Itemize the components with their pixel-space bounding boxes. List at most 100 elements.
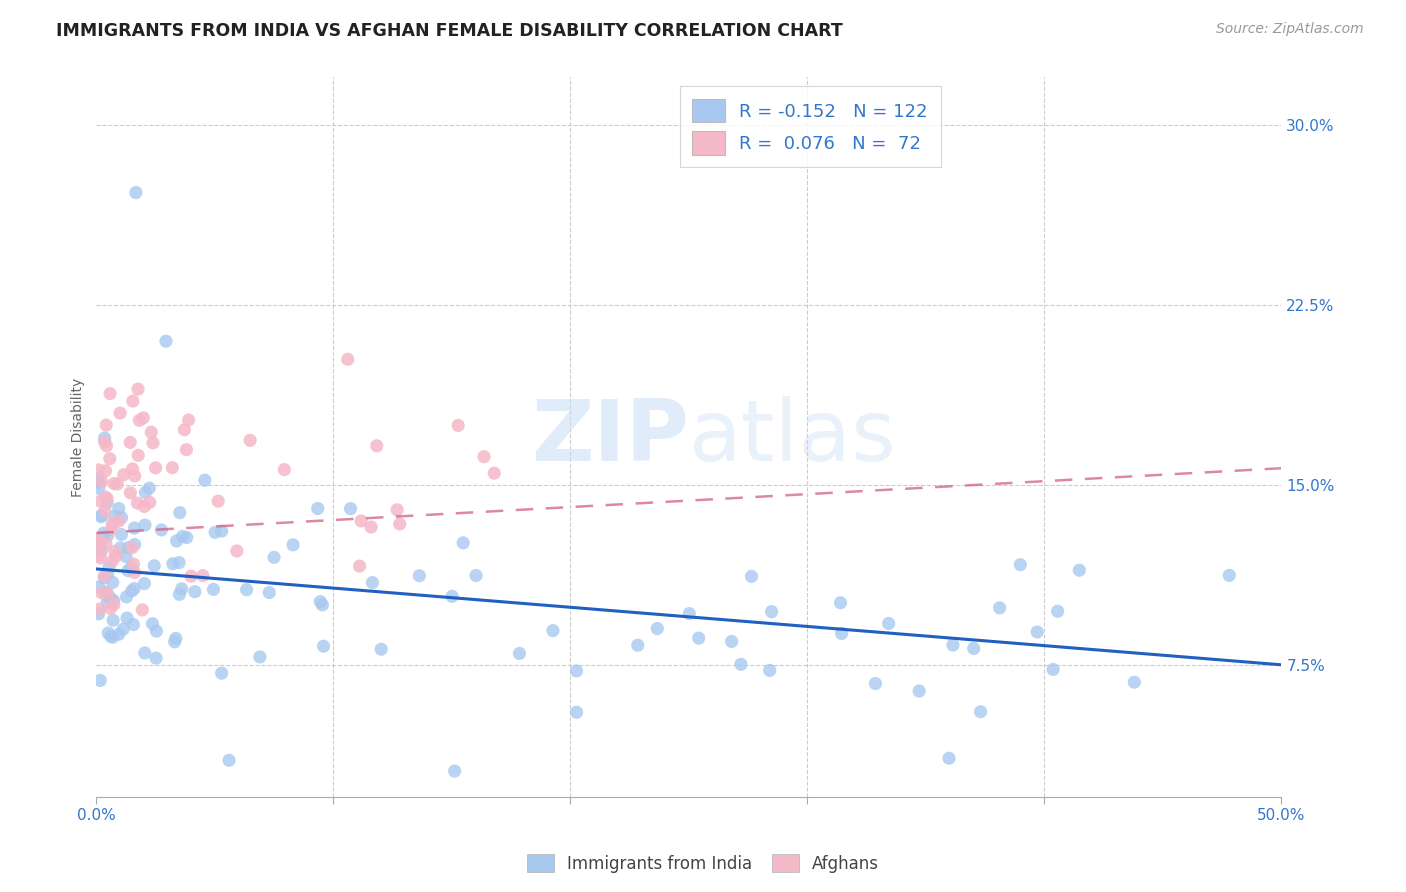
Point bbox=[172, 529, 194, 543]
Point bbox=[141, 616, 163, 631]
Point bbox=[87, 475, 110, 490]
Point bbox=[103, 593, 125, 607]
Point bbox=[89, 551, 111, 566]
Point bbox=[124, 537, 146, 551]
Point bbox=[877, 616, 900, 631]
Point bbox=[115, 611, 138, 625]
Point bbox=[134, 518, 156, 533]
Point bbox=[105, 477, 128, 491]
Point bbox=[134, 576, 156, 591]
Point bbox=[163, 634, 186, 648]
Point bbox=[166, 533, 188, 548]
Point bbox=[93, 526, 115, 541]
Point bbox=[177, 413, 200, 427]
Point bbox=[388, 516, 411, 531]
Point bbox=[98, 560, 121, 574]
Point bbox=[1042, 663, 1064, 677]
Point bbox=[108, 406, 131, 420]
Point bbox=[145, 460, 167, 475]
Point bbox=[134, 646, 156, 660]
Point bbox=[211, 524, 233, 538]
Point bbox=[865, 676, 887, 690]
Point bbox=[103, 509, 125, 524]
Point bbox=[134, 500, 156, 514]
Point bbox=[451, 536, 474, 550]
Point bbox=[90, 586, 112, 600]
Point bbox=[908, 684, 931, 698]
Point bbox=[97, 528, 120, 542]
Point bbox=[134, 485, 156, 500]
Point bbox=[132, 410, 155, 425]
Point bbox=[758, 664, 780, 678]
Point bbox=[465, 568, 488, 582]
Point bbox=[110, 510, 132, 524]
Point bbox=[93, 569, 115, 583]
Point bbox=[89, 602, 111, 616]
Point bbox=[94, 490, 117, 504]
Point bbox=[101, 630, 124, 644]
Point bbox=[100, 601, 122, 615]
Point bbox=[180, 569, 202, 583]
Point bbox=[1046, 604, 1069, 618]
Point bbox=[108, 627, 131, 641]
Point bbox=[100, 630, 122, 644]
Point bbox=[103, 598, 125, 612]
Point bbox=[176, 442, 198, 457]
Point bbox=[225, 544, 247, 558]
Point bbox=[94, 537, 117, 551]
Point bbox=[831, 626, 853, 640]
Point bbox=[110, 527, 132, 541]
Point bbox=[541, 624, 564, 638]
Point bbox=[565, 705, 588, 719]
Point bbox=[90, 508, 112, 523]
Point bbox=[97, 626, 120, 640]
Point bbox=[207, 494, 229, 508]
Point bbox=[87, 472, 110, 486]
Point bbox=[89, 537, 111, 551]
Point bbox=[93, 431, 115, 445]
Point bbox=[87, 607, 110, 621]
Point bbox=[309, 594, 332, 608]
Point bbox=[112, 467, 135, 482]
Point bbox=[103, 476, 125, 491]
Text: ZIP: ZIP bbox=[531, 395, 689, 478]
Point bbox=[720, 634, 742, 648]
Point bbox=[211, 666, 233, 681]
Point bbox=[89, 537, 111, 551]
Point bbox=[96, 496, 118, 510]
Point bbox=[170, 582, 193, 596]
Point bbox=[1218, 568, 1240, 582]
Point bbox=[235, 582, 257, 597]
Point bbox=[90, 494, 112, 508]
Text: IMMIGRANTS FROM INDIA VS AFGHAN FEMALE DISABILITY CORRELATION CHART: IMMIGRANTS FROM INDIA VS AFGHAN FEMALE D… bbox=[56, 22, 844, 40]
Point bbox=[969, 705, 991, 719]
Point bbox=[349, 559, 371, 574]
Point bbox=[259, 585, 281, 599]
Point bbox=[93, 434, 115, 449]
Point bbox=[101, 516, 124, 531]
Point bbox=[87, 482, 110, 496]
Point bbox=[120, 435, 142, 450]
Point bbox=[169, 587, 191, 601]
Point bbox=[938, 751, 960, 765]
Point bbox=[98, 451, 121, 466]
Point bbox=[118, 541, 141, 555]
Point bbox=[339, 501, 361, 516]
Point bbox=[124, 566, 146, 580]
Point bbox=[143, 558, 166, 573]
Point bbox=[1123, 675, 1146, 690]
Point bbox=[124, 469, 146, 483]
Point bbox=[447, 418, 470, 433]
Point bbox=[167, 556, 190, 570]
Point bbox=[87, 539, 110, 553]
Point bbox=[202, 582, 225, 597]
Point bbox=[472, 450, 495, 464]
Point bbox=[194, 473, 217, 487]
Point bbox=[184, 584, 207, 599]
Point bbox=[145, 624, 167, 639]
Point bbox=[138, 495, 160, 509]
Point bbox=[96, 586, 118, 600]
Point bbox=[627, 638, 650, 652]
Point bbox=[263, 550, 285, 565]
Point bbox=[761, 605, 783, 619]
